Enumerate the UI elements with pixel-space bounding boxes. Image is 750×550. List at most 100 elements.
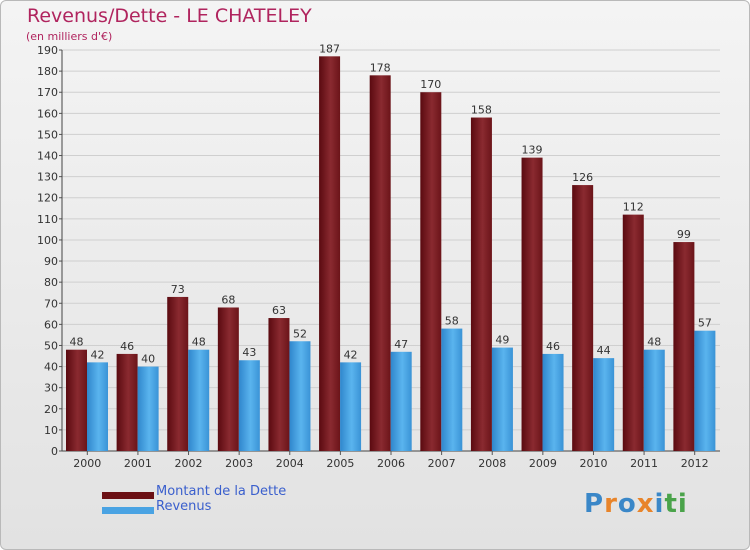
bar-debt-2007 [420, 92, 442, 452]
bar-revenus-2005 [340, 362, 362, 451]
data-label-revenus-2011: 48 [647, 336, 661, 349]
y-tick-label: 150 [37, 128, 58, 141]
bar-revenus-2000 [87, 362, 108, 451]
y-tick-label: 120 [37, 192, 58, 205]
bar-debt-2005 [319, 56, 341, 452]
bar-revenus-2008 [491, 347, 513, 451]
bar-revenus-2009 [542, 353, 564, 451]
data-label-debt-2011: 112 [623, 201, 644, 214]
data-label-revenus-2010: 44 [597, 344, 611, 357]
data-label-debt-2012: 99 [677, 228, 691, 241]
y-tick-label: 140 [37, 150, 58, 163]
bar-debt-2001 [116, 353, 138, 451]
data-label-debt-2003: 68 [221, 293, 235, 306]
legend-label-debt: Montant de la Dette [156, 484, 287, 499]
x-tick-label-2007: 2007 [428, 457, 456, 470]
logo-letter: x [636, 489, 655, 519]
bar-revenus-2010 [593, 358, 615, 451]
data-label-revenus-2005: 42 [344, 348, 358, 361]
bar-debt-2006 [369, 75, 391, 451]
y-tick-label: 130 [37, 171, 58, 184]
x-tick-label-2005: 2005 [326, 457, 354, 470]
data-label-revenus-2001: 40 [141, 353, 155, 366]
data-label-debt-2006: 178 [370, 61, 391, 74]
bar-revenus-2002 [188, 349, 210, 451]
x-tick-label-2009: 2009 [529, 457, 557, 470]
x-tick-label-2000: 2000 [73, 457, 101, 470]
y-tick-label: 40 [44, 361, 58, 374]
y-tick-label: 50 [44, 339, 58, 352]
bar-revenus-2003 [238, 360, 260, 451]
logo-letter: P [584, 489, 605, 519]
y-tick-label: 110 [37, 213, 58, 226]
data-label-debt-2009: 139 [522, 144, 543, 157]
data-label-revenus-2006: 47 [394, 338, 408, 351]
data-label-debt-2007: 170 [420, 78, 441, 91]
bar-revenus-2011 [643, 349, 665, 451]
y-tick-label: 100 [37, 234, 58, 247]
data-label-revenus-2012: 57 [698, 317, 712, 330]
data-label-debt-2010: 126 [572, 171, 593, 184]
x-tick-label-2006: 2006 [377, 457, 405, 470]
data-label-revenus-2007: 58 [445, 315, 459, 328]
chart-title: Revenus/Dette - LE CHATELEY [27, 5, 312, 27]
bar-debt-2009 [521, 157, 543, 451]
bar-debt-2011 [622, 214, 644, 451]
data-label-revenus-2009: 46 [546, 340, 560, 353]
logo-letter: t [664, 489, 678, 519]
legend-swatch-revenus [102, 507, 154, 514]
y-tick-label: 90 [44, 255, 58, 268]
data-label-debt-2008: 158 [471, 104, 492, 117]
data-label-revenus-2008: 49 [495, 334, 509, 347]
logo-letter: i [654, 489, 665, 519]
bar-revenus-2001 [137, 366, 159, 451]
x-tick-label-2012: 2012 [681, 457, 709, 470]
y-tick-label: 170 [37, 86, 58, 99]
logo-letter: r [604, 489, 618, 519]
data-label-debt-2001: 46 [120, 340, 134, 353]
data-label-revenus-2002: 48 [192, 336, 206, 349]
legend-swatch-debt [102, 492, 154, 499]
y-tick-label: 10 [44, 424, 58, 437]
bar-debt-2004 [268, 318, 290, 451]
y-tick-label: 160 [37, 107, 58, 120]
bar-debt-2002 [167, 296, 189, 451]
bar-debt-2012 [673, 242, 695, 451]
bar-debt-2008 [470, 117, 492, 452]
y-tick-label: 70 [44, 297, 58, 310]
bar-revenus-2012 [694, 330, 716, 451]
y-tick-label: 80 [44, 276, 58, 289]
x-tick-label-2001: 2001 [124, 457, 152, 470]
y-tick-label: 60 [44, 318, 58, 331]
x-tick-label-2002: 2002 [175, 457, 203, 470]
chart-subtitle: (en milliers d'€) [26, 30, 113, 43]
logo-letter: o [617, 489, 637, 519]
data-label-debt-2004: 63 [272, 304, 286, 317]
bar-revenus-2006 [390, 351, 412, 451]
y-tick-label: 20 [44, 403, 58, 416]
proxiti-logo: Proxiti [584, 489, 688, 519]
x-tick-label-2011: 2011 [630, 457, 658, 470]
data-label-revenus-2003: 43 [242, 346, 256, 359]
y-tick-label: 190 [37, 44, 58, 57]
data-label-revenus-2004: 52 [293, 327, 307, 340]
x-tick-label-2010: 2010 [579, 457, 607, 470]
data-label-revenus-2000: 42 [91, 348, 105, 361]
bar-revenus-2004 [289, 341, 311, 451]
bar-revenus-2007 [441, 328, 463, 451]
logo-letter: i [677, 489, 688, 519]
data-label-debt-2005: 187 [319, 42, 340, 55]
x-tick-label-2003: 2003 [225, 457, 253, 470]
bar-debt-2003 [217, 307, 239, 451]
x-tick-label-2008: 2008 [478, 457, 506, 470]
bar-debt-2010 [572, 185, 594, 452]
y-tick-label: 30 [44, 382, 58, 395]
bar-debt-2000 [66, 349, 87, 451]
data-label-debt-2002: 73 [171, 283, 185, 296]
legend-label-revenus: Revenus [156, 499, 212, 514]
y-tick-label: 0 [51, 445, 58, 458]
y-tick-label: 180 [37, 65, 58, 78]
data-label-debt-2000: 48 [70, 336, 84, 349]
